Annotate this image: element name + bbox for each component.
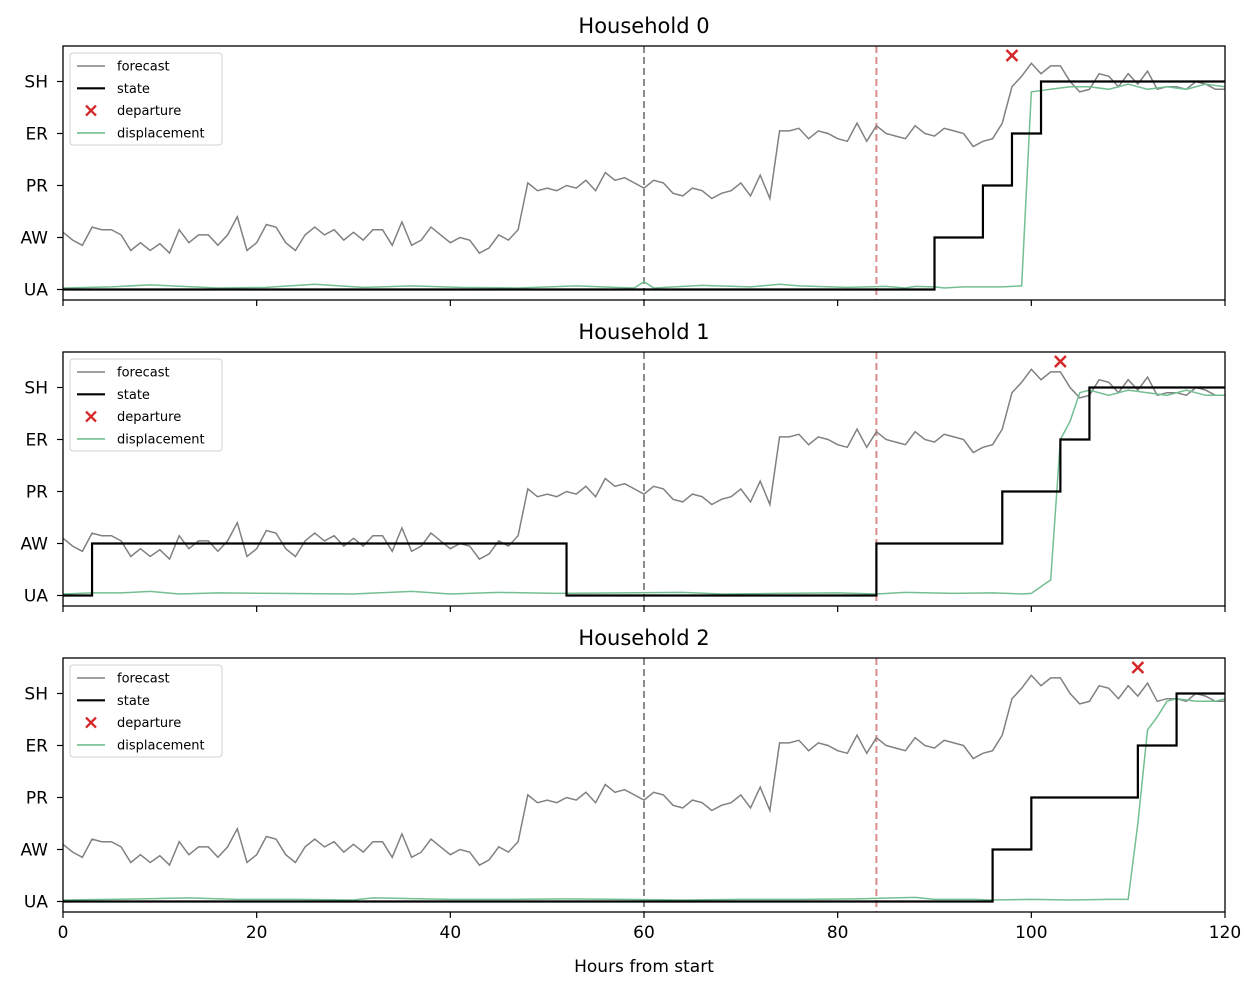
x-tick-label: 0 bbox=[58, 923, 69, 943]
plot-area bbox=[63, 46, 1225, 300]
legend-label: forecast bbox=[117, 60, 170, 75]
x-tick-label: 80 bbox=[827, 923, 849, 943]
state-line bbox=[63, 80, 1225, 291]
legend: forecast state departure displacement bbox=[69, 664, 223, 758]
y-tick-label: ER bbox=[25, 125, 48, 145]
legend-label: departure bbox=[117, 716, 181, 731]
y-tick-label: UA bbox=[24, 587, 48, 607]
forecast-line bbox=[63, 674, 1225, 867]
legend-marker-departure bbox=[85, 716, 97, 729]
y-tick-label: UA bbox=[24, 281, 48, 301]
legend-label: state bbox=[117, 82, 150, 97]
x-axis-label: Hours from start bbox=[574, 957, 714, 977]
y-tick-label: SH bbox=[24, 379, 48, 399]
panel-household-2: Household 2 UA AW PR ER SH 0 20 40 60 80 100 120 fore… bbox=[20, 626, 1241, 943]
y-tick-label: SH bbox=[24, 685, 48, 705]
displacement-line bbox=[63, 83, 1225, 289]
legend-box bbox=[69, 52, 223, 146]
departure-marker-stroke bbox=[1005, 49, 1019, 62]
y-tick-label: AW bbox=[20, 841, 48, 861]
x-tick-label: 60 bbox=[633, 923, 655, 943]
departure-marker bbox=[1131, 661, 1145, 674]
legend-label: forecast bbox=[117, 366, 170, 381]
legend-label: forecast bbox=[117, 672, 170, 687]
plot-area bbox=[63, 352, 1225, 606]
x-tick-label: 20 bbox=[246, 923, 268, 943]
x-tick-label: 100 bbox=[1015, 923, 1047, 943]
plot-area bbox=[63, 658, 1225, 912]
y-tick-label: PR bbox=[26, 483, 48, 503]
legend-label: state bbox=[117, 388, 150, 403]
y-tick-label: AW bbox=[20, 535, 48, 555]
departure-marker-stroke bbox=[1131, 661, 1145, 674]
legend-label: displacement bbox=[117, 738, 205, 753]
legend: forecast state departure displacement bbox=[69, 52, 223, 146]
forecast-line bbox=[63, 368, 1225, 561]
y-tick-label: UA bbox=[24, 893, 48, 913]
panel-title: Household 0 bbox=[578, 14, 709, 38]
legend-box bbox=[69, 664, 223, 758]
state-line bbox=[63, 386, 1225, 597]
panel-household-1: Household 1 UA AW PR ER SH forecast state depart… bbox=[20, 320, 1226, 612]
legend: forecast state departure displacement bbox=[69, 358, 223, 452]
legend-label: displacement bbox=[117, 432, 205, 447]
departure-marker bbox=[1005, 49, 1019, 62]
x-tick-label: 120 bbox=[1209, 923, 1241, 943]
y-tick-label: ER bbox=[25, 737, 48, 757]
x-tick-label: 40 bbox=[440, 923, 462, 943]
panel-title: Household 1 bbox=[578, 320, 709, 344]
legend-label: departure bbox=[117, 410, 181, 425]
y-tick-label: PR bbox=[26, 789, 48, 809]
panel-household-0: Household 0 UA AW PR ER SH forecast state depart… bbox=[20, 14, 1226, 306]
state-line bbox=[63, 692, 1225, 903]
departure-marker bbox=[1053, 355, 1067, 368]
legend-label: state bbox=[117, 694, 150, 709]
legend-marker-departure bbox=[85, 410, 97, 423]
y-tick-label: AW bbox=[20, 229, 48, 249]
y-tick-label: SH bbox=[24, 73, 48, 93]
displacement-line bbox=[63, 697, 1225, 901]
legend-box bbox=[69, 358, 223, 452]
legend-marker-departure bbox=[85, 104, 97, 117]
panel-title: Household 2 bbox=[578, 626, 709, 650]
legend-label: displacement bbox=[117, 126, 205, 141]
departure-marker-stroke bbox=[1053, 355, 1067, 368]
legend-label: departure bbox=[117, 104, 181, 119]
y-tick-label: ER bbox=[25, 431, 48, 451]
forecast-line bbox=[63, 62, 1225, 255]
y-tick-label: PR bbox=[26, 177, 48, 197]
